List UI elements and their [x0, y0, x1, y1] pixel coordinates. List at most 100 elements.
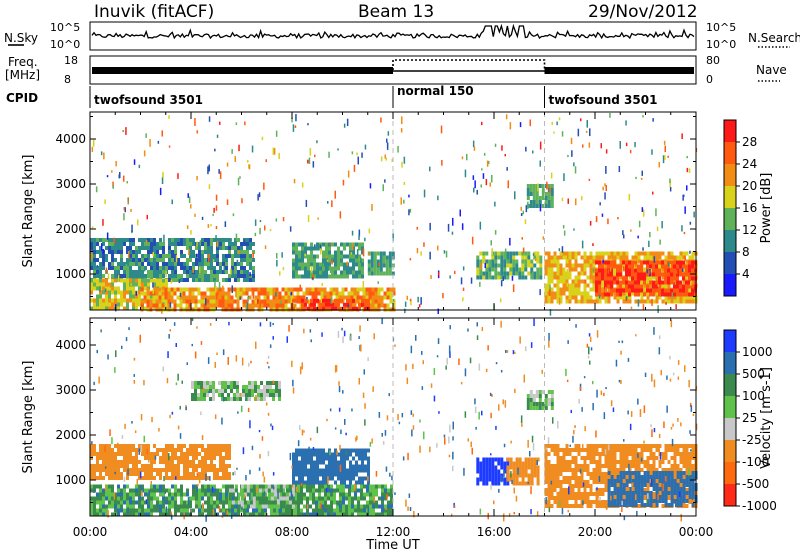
data-cell	[361, 250, 364, 255]
data-cell	[607, 284, 610, 289]
scatter-cell	[99, 286, 101, 292]
data-cell	[177, 274, 180, 278]
data-cell	[204, 508, 207, 513]
scatter-cell	[588, 178, 591, 182]
data-cell	[311, 287, 315, 292]
data-cell	[550, 472, 554, 476]
data-cell	[206, 295, 210, 300]
scatter-cell	[410, 299, 412, 306]
data-cell	[313, 262, 316, 267]
data-cell	[90, 290, 93, 295]
data-cell	[673, 268, 676, 273]
data-cell	[287, 295, 291, 300]
scatter-cell	[479, 221, 482, 230]
data-cell	[216, 488, 219, 493]
data-cell	[249, 504, 253, 509]
data-cell	[637, 276, 640, 281]
data-cell	[360, 488, 363, 493]
scatter-cell	[112, 184, 114, 189]
data-cell	[252, 242, 255, 246]
data-cell	[272, 287, 276, 292]
data-cell	[604, 444, 608, 448]
scatter-cell	[362, 248, 365, 257]
scatter-cell	[522, 247, 525, 253]
data-cell	[589, 492, 593, 496]
data-cell	[565, 460, 569, 464]
data-cell	[264, 504, 268, 509]
nsky-label: N.Sky	[4, 31, 38, 45]
data-cell	[177, 444, 180, 448]
data-cell	[598, 444, 602, 448]
data-cell	[343, 302, 346, 307]
data-cell	[200, 299, 204, 304]
data-cell	[225, 278, 228, 282]
data-cell	[153, 476, 156, 480]
data-cell	[158, 291, 162, 296]
data-cell	[285, 500, 289, 505]
data-cell	[260, 291, 264, 296]
data-cell	[334, 472, 337, 477]
data-cell	[111, 254, 114, 258]
data-cell	[120, 504, 123, 509]
data-cell	[285, 488, 289, 493]
data-cell	[604, 476, 608, 480]
data-cell	[192, 472, 195, 476]
data-cell	[640, 291, 644, 296]
data-cell	[117, 496, 120, 501]
data-cell	[162, 250, 165, 254]
data-cell	[195, 246, 198, 250]
data-cell	[234, 500, 238, 505]
data-cell	[544, 464, 548, 468]
data-cell	[562, 287, 566, 292]
scatter-cell	[686, 167, 689, 173]
data-cell	[156, 500, 159, 505]
data-cell	[138, 246, 141, 250]
data-cell	[691, 268, 694, 273]
data-cell	[93, 464, 96, 468]
scatter-cell	[637, 299, 640, 307]
data-cell	[243, 274, 246, 278]
data-cell	[622, 255, 626, 260]
data-cell	[165, 452, 168, 456]
data-cell	[240, 266, 243, 270]
data-cell	[500, 271, 504, 276]
data-cell	[204, 464, 207, 468]
data-cell	[553, 291, 557, 296]
data-cell	[387, 512, 390, 517]
data-cell	[292, 270, 295, 275]
data-cell	[571, 504, 575, 508]
data-cell	[372, 512, 375, 517]
data-cell	[547, 504, 551, 508]
data-cell	[237, 508, 240, 513]
data-cell	[248, 303, 252, 308]
data-cell	[494, 251, 498, 256]
data-cell	[479, 473, 483, 478]
data-cell	[349, 464, 352, 469]
data-cell	[237, 254, 240, 258]
scatter-cell	[168, 145, 171, 148]
scatter-cell	[346, 118, 349, 127]
data-cell	[180, 250, 183, 254]
data-cell	[222, 512, 225, 517]
scatter-cell	[485, 179, 488, 186]
data-cell	[327, 508, 330, 513]
scatter-cell	[216, 293, 218, 300]
data-cell	[140, 299, 144, 304]
data-cell	[631, 260, 634, 265]
data-cell	[174, 500, 177, 505]
data-cell	[108, 456, 111, 460]
data-cell	[316, 480, 319, 485]
data-cell	[658, 292, 661, 297]
data-cell	[610, 292, 613, 297]
data-cell	[310, 246, 313, 251]
data-cell	[126, 250, 129, 254]
data-cell	[367, 448, 370, 453]
scatter-cell	[265, 159, 267, 163]
data-cell	[616, 299, 620, 304]
data-cell	[218, 287, 222, 292]
data-cell	[179, 303, 183, 308]
data-cell	[132, 306, 135, 311]
data-cell	[93, 298, 96, 303]
data-cell	[604, 464, 608, 468]
data-cell	[628, 272, 631, 277]
